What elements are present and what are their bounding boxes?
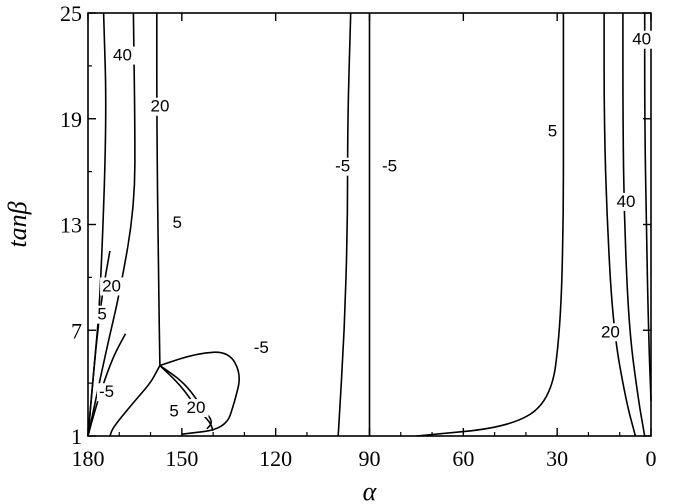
y-tick-label: 7 xyxy=(71,318,82,343)
contour-line xyxy=(643,13,652,401)
contour-label: 5 xyxy=(548,121,557,140)
x-tick-label: 150 xyxy=(165,446,198,471)
y-tick-label: 25 xyxy=(60,1,82,26)
x-tick-label: 120 xyxy=(259,446,292,471)
contour-line xyxy=(159,351,240,435)
x-tick-label: 90 xyxy=(359,446,381,471)
y-tick-label: 1 xyxy=(71,424,82,449)
x-tick-label: 0 xyxy=(646,446,657,471)
contour-label: 5 xyxy=(97,305,106,324)
y-axis-title: tanβ xyxy=(3,201,32,247)
contour-label: 20 xyxy=(187,398,206,417)
contour-label: 40 xyxy=(113,46,132,65)
contour-label-bg xyxy=(614,192,639,211)
x-tick-label: 180 xyxy=(72,446,105,471)
contour-lines xyxy=(87,12,652,437)
axis-ticks xyxy=(87,12,652,437)
contour-label: 20 xyxy=(151,97,170,116)
contour-label-bg xyxy=(184,399,209,418)
contour-label: 20 xyxy=(102,276,121,295)
contour-label: -5 xyxy=(335,157,350,176)
contour-line xyxy=(87,12,136,437)
contour-line xyxy=(622,13,646,437)
contour-line xyxy=(109,365,161,437)
x-tick-label: 60 xyxy=(452,446,474,471)
x-tick-label: 30 xyxy=(546,446,568,471)
contour-label-bg xyxy=(95,305,110,324)
contour-label: -5 xyxy=(99,382,114,401)
contour-label-bg xyxy=(333,157,358,176)
contour-label-bg xyxy=(598,323,623,342)
contour-line xyxy=(156,13,161,366)
contour-label-bg xyxy=(148,97,173,116)
contour-label-bg xyxy=(111,46,136,65)
contour-label-bg xyxy=(100,277,125,296)
contour-line xyxy=(603,13,637,437)
contour-label: 40 xyxy=(617,192,636,211)
contour-label-bg xyxy=(251,339,276,358)
contour-label-bg xyxy=(380,157,405,176)
contour-label: 20 xyxy=(601,322,620,341)
contour-line xyxy=(337,12,352,437)
contour-label: 5 xyxy=(172,213,181,232)
contour-line xyxy=(416,13,565,437)
contour-labels: 40 20 5 20 5 -5 5 20 -5 -5 -5 5 40 40 20 xyxy=(95,30,655,421)
contour-label-bg xyxy=(545,122,560,141)
y-tick-label: 13 xyxy=(60,213,82,238)
contour-label-bg xyxy=(167,402,182,421)
tick-labels: 180 150 120 90 60 30 0 1 7 13 19 25 xyxy=(60,1,657,471)
y-tick-label: 19 xyxy=(60,107,82,132)
contour-label: -5 xyxy=(382,157,397,176)
contour-label-bg xyxy=(96,383,121,402)
contour-label-bg xyxy=(630,30,655,49)
contour-label: -5 xyxy=(254,338,269,357)
contour-label: 5 xyxy=(169,402,178,421)
contour-label: 40 xyxy=(632,30,651,49)
x-axis-title: α xyxy=(363,477,378,504)
contour-label-bg xyxy=(170,214,185,233)
